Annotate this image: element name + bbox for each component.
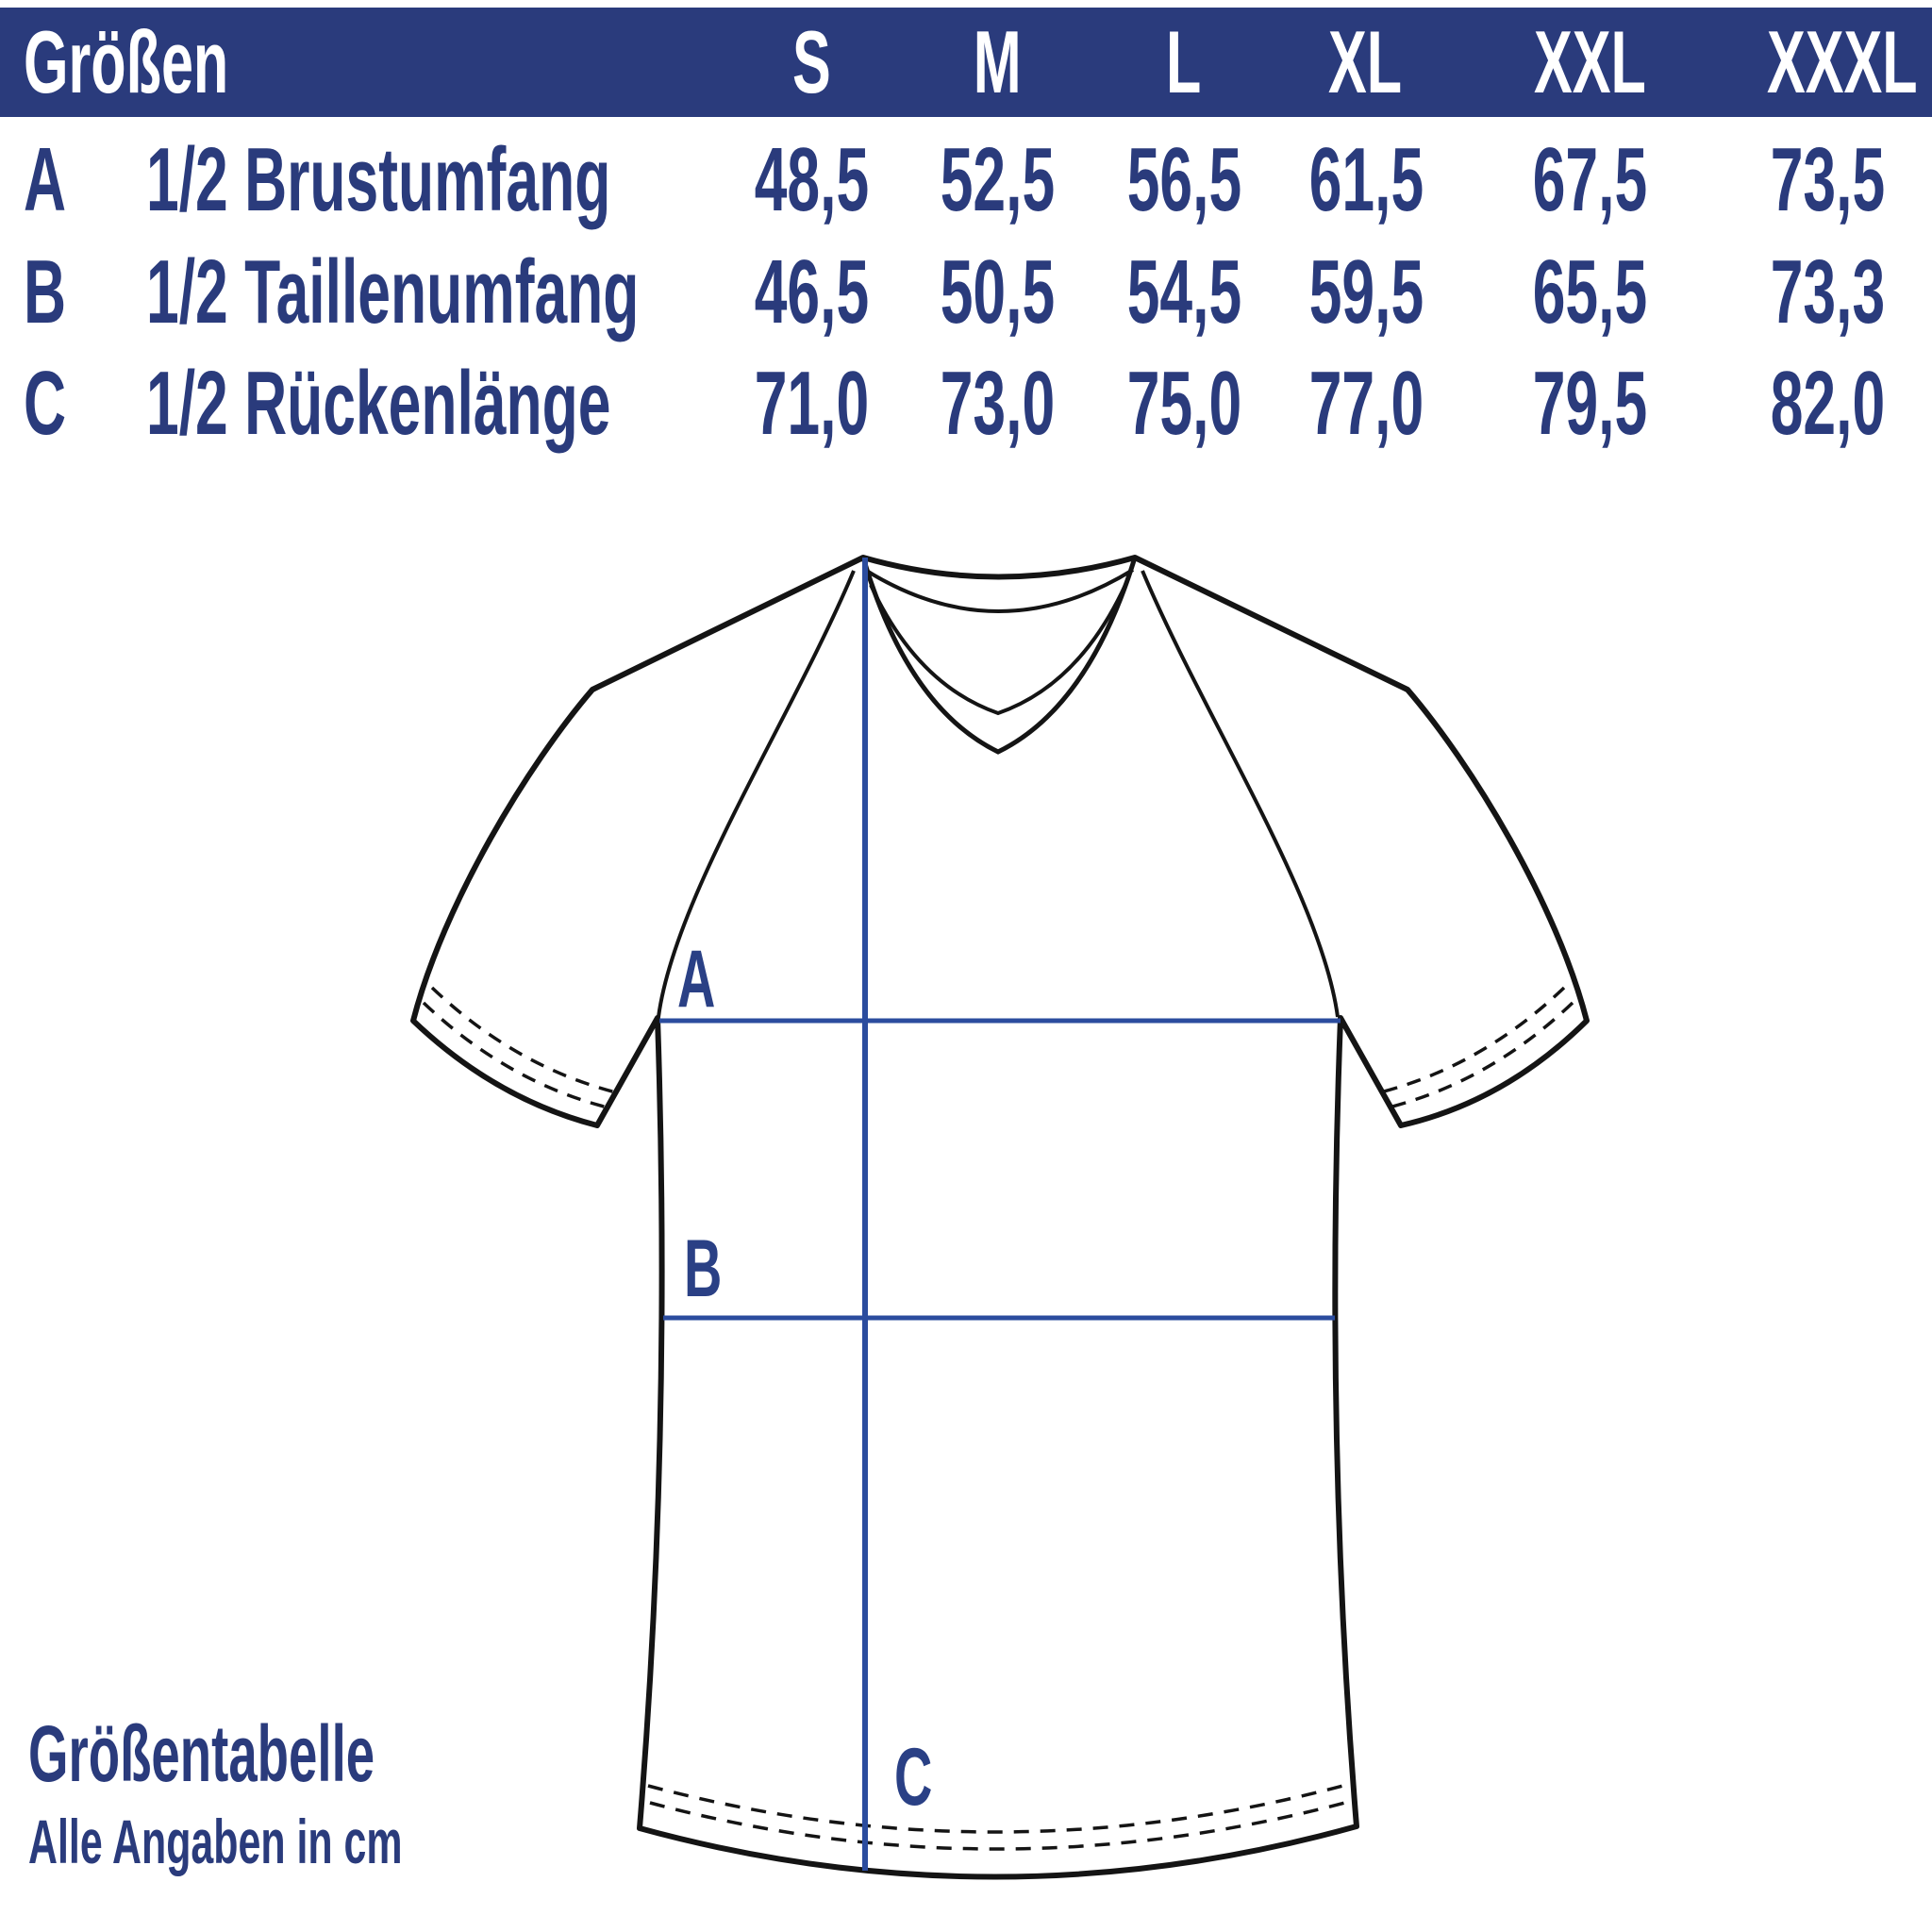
cell-value: 71,0 xyxy=(754,352,869,454)
cell-value: 73,3 xyxy=(1770,241,1886,342)
cell-value: 61,5 xyxy=(1308,128,1424,230)
row-key: A xyxy=(24,128,67,230)
table-header-bar xyxy=(0,8,1932,117)
cell-value: 82,0 xyxy=(1770,352,1886,454)
footer-note: Alle Angaben in cm xyxy=(28,1807,403,1876)
row-key: B xyxy=(24,241,67,342)
cell-value: 46,5 xyxy=(754,241,869,342)
cell-value: 73,5 xyxy=(1770,128,1886,230)
row-key: C xyxy=(24,352,67,454)
hem-stitching xyxy=(647,1782,1353,1851)
table-row-chest: A 1/2 Brustumfang 48,5 52,5 56,5 61,5 67… xyxy=(0,124,1932,236)
cuff-stitching-right xyxy=(1379,986,1574,1109)
raglan-seam-left xyxy=(657,570,856,1018)
size-column-xxxl: XXXL xyxy=(1766,12,1918,111)
cell-value: 75,0 xyxy=(1126,352,1241,454)
measure-label-a: A xyxy=(677,934,716,1024)
collar-outer-vneck xyxy=(860,557,1138,755)
cell-value: 65,5 xyxy=(1532,241,1647,342)
cell-value: 50,5 xyxy=(940,241,1056,342)
size-column-m: M xyxy=(974,12,1022,111)
footer-title: Größentabelle xyxy=(28,1709,375,1798)
row-label: 1/2 Brustumfang xyxy=(146,128,611,230)
cell-value: 54,5 xyxy=(1126,241,1241,342)
cell-value: 59,5 xyxy=(1308,241,1424,342)
raglan-seam-right xyxy=(1141,570,1340,1018)
row-label: 1/2 Taillenumfang xyxy=(146,241,640,342)
collar-inner-seam xyxy=(869,584,1127,716)
size-column-l: L xyxy=(1166,12,1202,111)
cell-value: 73,0 xyxy=(940,352,1056,454)
table-row-waist: B 1/2 Taillenumfang 46,5 50,5 54,5 59,5 … xyxy=(0,236,1932,348)
size-column-s: S xyxy=(791,12,831,111)
size-column-xl: XL xyxy=(1328,12,1403,111)
cell-value: 77,0 xyxy=(1308,352,1424,454)
cell-value: 67,5 xyxy=(1532,128,1647,230)
table-header-row: Größen S M L XL XXL XXXL xyxy=(0,8,1932,117)
cell-value: 52,5 xyxy=(940,128,1056,230)
size-column-xxl: XXL xyxy=(1533,12,1646,111)
cuff-stitching-left xyxy=(422,986,617,1109)
measure-label-b: B xyxy=(684,1224,723,1314)
cell-value: 48,5 xyxy=(754,128,869,230)
row-label: 1/2 Rückenlänge xyxy=(146,352,611,454)
table-row-back-length: C 1/2 Rückenlänge 71,0 73,0 75,0 77,0 79… xyxy=(0,347,1932,459)
measure-label-c: C xyxy=(894,1732,933,1823)
tshirt-outline xyxy=(410,555,1590,1880)
cell-value: 79,5 xyxy=(1532,352,1647,454)
collar-back-seam xyxy=(863,568,1135,613)
table-title: Größen xyxy=(24,12,229,111)
cell-value: 56,5 xyxy=(1126,128,1241,230)
